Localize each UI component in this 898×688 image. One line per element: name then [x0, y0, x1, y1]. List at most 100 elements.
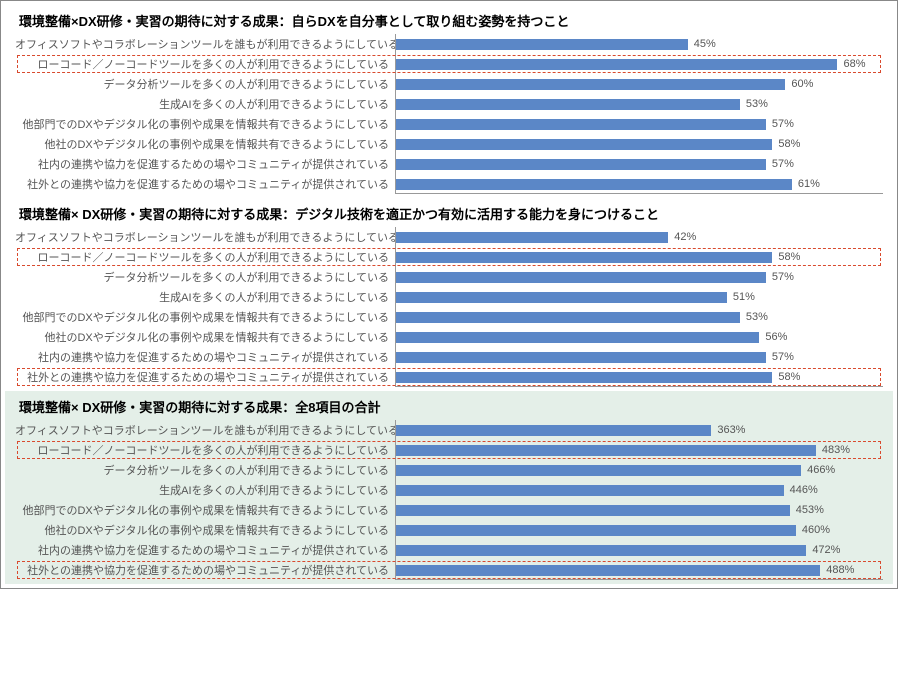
bar	[395, 99, 740, 110]
panel-title-bold: 環境整備×DX研修・実習の期待に対する成果：	[19, 14, 292, 29]
bar	[395, 465, 801, 476]
bar-area: 363%	[395, 420, 883, 440]
bar-label: データ分析ツールを多くの人が利用できるようにしている	[15, 76, 395, 92]
bar-value: 460%	[802, 524, 830, 536]
bar-row: 他部門でのDXやデジタル化の事例や成果を情報共有できるようにしている57%	[15, 114, 883, 134]
bar-area: 472%	[395, 540, 883, 560]
bar-area: 53%	[395, 94, 883, 114]
bar-value: 363%	[717, 424, 745, 436]
bar-area: 466%	[395, 460, 883, 480]
y-axis-line	[395, 500, 396, 520]
bar-area: 60%	[395, 74, 883, 94]
bar	[395, 272, 766, 283]
bar-row: 社外との連携や協力を促進するための場やコミュニティが提供されている 58%	[15, 367, 883, 387]
bar-area: 58%	[395, 367, 883, 387]
bar-row: オフィスソフトやコラボレーションツールを誰もが利用できるようにしている45%	[15, 34, 883, 54]
bar-value: 58%	[778, 371, 800, 383]
bar	[395, 139, 772, 150]
y-axis-line	[395, 367, 396, 387]
bar	[395, 352, 766, 363]
bar	[395, 525, 796, 536]
y-axis-line	[395, 154, 396, 174]
bar-row: 社内の連携や協力を促進するための場やコミュニティが提供されている 57%	[15, 154, 883, 174]
bar-area: 57%	[395, 347, 883, 367]
bar-area: 488%	[395, 560, 883, 580]
bar-value: 488%	[826, 564, 854, 576]
y-axis-line	[395, 540, 396, 560]
bar	[395, 179, 792, 190]
bar	[395, 332, 759, 343]
bar-row: 社外との連携や協力を促進するための場やコミュニティが提供されている61%	[15, 174, 883, 194]
y-axis-line	[395, 247, 396, 267]
panel-title-sub: デジタル技術を適正かつ有効に活用する能力を身につけること	[295, 207, 659, 222]
bar	[395, 79, 785, 90]
bar-area: 57%	[395, 154, 883, 174]
bar-chart: オフィスソフトやコラボレーションツールを誰もが利用できるようにしている 363% ロ…	[15, 420, 883, 580]
bar-label: 他社のDXやデジタル化の事例や成果を情報共有できるようにしている	[15, 522, 395, 538]
bar-area: 453%	[395, 500, 883, 520]
bar-value: 56%	[765, 331, 787, 343]
bar-chart: オフィスソフトやコラボレーションツールを誰もが利用できるようにしている42%ロー…	[15, 227, 883, 387]
bar-row: オフィスソフトやコラボレーションツールを誰もが利用できるようにしている 363%	[15, 420, 883, 440]
y-axis-line	[395, 440, 396, 460]
bar-area: 57%	[395, 114, 883, 134]
bar-row: ローコード／ノーコードツールを多くの人が利用できるようにしている58%	[15, 247, 883, 267]
bar-label: 生成AIを多くの人が利用できるようにしている	[15, 482, 395, 498]
bar-label: 他社のDXやデジタル化の事例や成果を情報共有できるようにしている	[15, 136, 395, 152]
bar-chart: オフィスソフトやコラボレーションツールを誰もが利用できるようにしている45%ロー…	[15, 34, 883, 194]
bar	[395, 59, 837, 70]
bar-area: 57%	[395, 267, 883, 287]
bar	[395, 485, 784, 496]
bar	[395, 372, 772, 383]
bar-row: データ分析ツールを多くの人が利用できるようにしている 466%	[15, 460, 883, 480]
bar-label: 社外との連携や協力を促進するための場やコミュニティが提供されている	[15, 369, 395, 385]
bar-value: 53%	[746, 98, 768, 110]
bar-value: 57%	[772, 158, 794, 170]
bar	[395, 565, 820, 576]
y-axis-line	[395, 420, 396, 440]
bar	[395, 159, 766, 170]
x-axis-line	[395, 386, 883, 387]
bar-area: 51%	[395, 287, 883, 307]
bar-label: 社外との連携や協力を促進するための場やコミュニティが提供されている	[15, 562, 395, 578]
bar-value: 58%	[778, 138, 800, 150]
bar	[395, 292, 727, 303]
bar-label: 社内の連携や協力を促進するための場やコミュニティが提供されている	[15, 349, 395, 365]
y-axis-line	[395, 114, 396, 134]
bar-value: 51%	[733, 291, 755, 303]
y-axis-line	[395, 307, 396, 327]
bar-label: ローコード／ノーコードツールを多くの人が利用できるようにしている	[15, 442, 395, 458]
y-axis-line	[395, 34, 396, 54]
bar-value: 466%	[807, 464, 835, 476]
bar-label: 他部門でのDXやデジタル化の事例や成果を情報共有できるようにしている	[15, 502, 395, 518]
bar	[395, 545, 806, 556]
bar-label: オフィスソフトやコラボレーションツールを誰もが利用できるようにしている	[15, 36, 395, 52]
bar-label: 社内の連携や協力を促進するための場やコミュニティが提供されている	[15, 156, 395, 172]
bar-value: 60%	[791, 78, 813, 90]
x-axis-line	[395, 193, 883, 194]
bar-label: データ分析ツールを多くの人が利用できるようにしている	[15, 462, 395, 478]
bar-value: 42%	[674, 231, 696, 243]
bar-value: 453%	[796, 504, 824, 516]
y-axis-line	[395, 267, 396, 287]
bar	[395, 119, 766, 130]
bar-label: ローコード／ノーコードツールを多くの人が利用できるようにしている	[15, 249, 395, 265]
bar-value: 472%	[812, 544, 840, 556]
y-axis-line	[395, 74, 396, 94]
bar-row: オフィスソフトやコラボレーションツールを誰もが利用できるようにしている42%	[15, 227, 883, 247]
bar-value: 61%	[798, 178, 820, 190]
chart-panel: 環境整備× DX研修・実習の期待に対する成果：デジタル技術を適正かつ有効に活用す…	[5, 198, 893, 391]
bar-row: 他部門でのDXやデジタル化の事例や成果を情報共有できるようにしている 453%	[15, 500, 883, 520]
bar	[395, 232, 668, 243]
bar-label: オフィスソフトやコラボレーションツールを誰もが利用できるようにしている	[15, 422, 395, 438]
y-axis-line	[395, 174, 396, 194]
bar	[395, 505, 790, 516]
y-axis-line	[395, 227, 396, 247]
bar-row: 生成AIを多くの人が利用できるようにしている51%	[15, 287, 883, 307]
bar-value: 57%	[772, 118, 794, 130]
bar-row: 他部門でのDXやデジタル化の事例や成果を情報共有できるようにしている53%	[15, 307, 883, 327]
panel-title-sub: 全8項目の合計	[295, 400, 380, 415]
y-axis-line	[395, 134, 396, 154]
bar-row: 生成AIを多くの人が利用できるようにしている446%	[15, 480, 883, 500]
chart-panel: 環境整備× DX研修・実習の期待に対する成果：全8項目の合計オフィスソフトやコラ…	[5, 391, 893, 584]
